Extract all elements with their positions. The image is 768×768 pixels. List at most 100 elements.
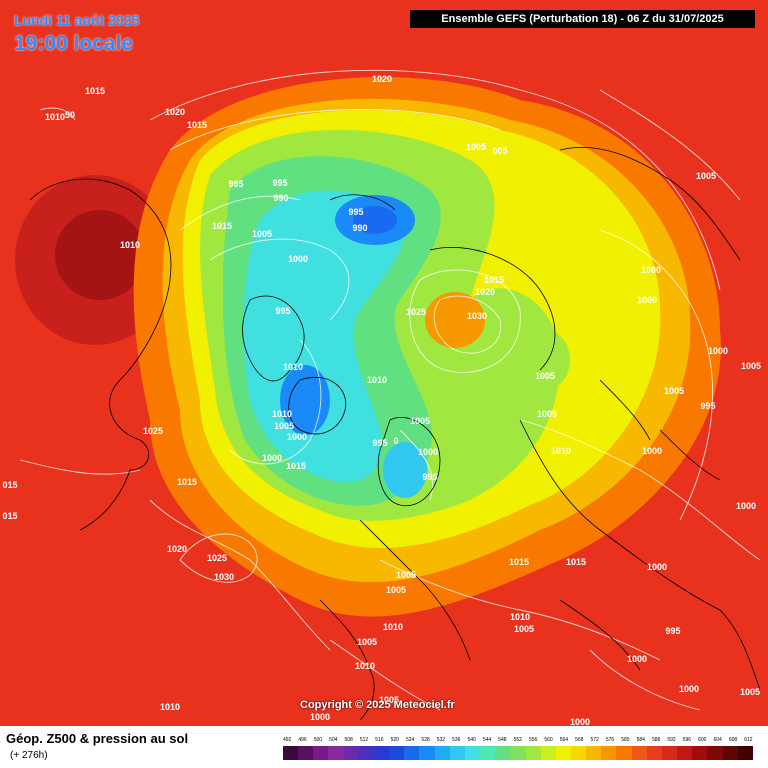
isobar-label: 1010 (383, 622, 403, 632)
isobar-label: 1010 (510, 612, 530, 622)
scale-label: 596 (682, 737, 692, 743)
scale-swatch (464, 746, 481, 760)
isobar-label: 995 (665, 626, 680, 636)
scale-label: 612 (744, 737, 753, 743)
isobar-label: 015 (2, 480, 17, 490)
isobar-label: 015 (2, 511, 17, 521)
scale-label: 576 (605, 737, 615, 743)
isobar-label: 1030 (214, 572, 234, 582)
isobar-label: 995 (228, 179, 243, 189)
isobar-label: 1000 (418, 447, 438, 457)
scale-label: 540 (467, 737, 476, 743)
isobar-label: 995 (275, 306, 290, 316)
isobar-label: 1015 (177, 477, 197, 487)
isobar-label: 1005 (252, 229, 272, 239)
scale-swatch (358, 746, 374, 760)
scale-label: 496 (298, 737, 307, 743)
scale-swatch (692, 746, 708, 760)
isobar-label: 1010 (551, 446, 571, 456)
scale-label: 528 (421, 737, 430, 743)
scale-swatch (737, 746, 753, 760)
isobar-label: 1005 (696, 171, 716, 181)
scale-swatch (343, 746, 359, 760)
high-cell-center (425, 292, 485, 348)
scale-swatch (677, 746, 693, 760)
scale-label: 504 (329, 737, 338, 743)
isobar-label: 1025 (207, 553, 227, 563)
isobar-label: 1030 (467, 311, 487, 321)
scale-swatch (646, 746, 662, 760)
scale-swatch (495, 746, 511, 760)
isobar-label: 1005 (514, 624, 534, 634)
isobar-label: 1000 (647, 562, 667, 572)
isobar-label: 1020 (165, 107, 185, 117)
scale-label: 580 (621, 737, 630, 743)
isobar-label: 1010 (45, 112, 65, 122)
isobar-label: 1000 (642, 446, 662, 456)
isobar-label: 1000 (637, 295, 657, 305)
scale-label: 556 (529, 737, 538, 743)
scale-swatch (661, 746, 678, 760)
isobar-label: 1000 (679, 684, 699, 694)
isobar-label: 0 (393, 436, 398, 446)
scale-label: 568 (575, 737, 584, 743)
isobar-label: 1010 (160, 702, 180, 712)
isobar-label: 1015 (85, 86, 105, 96)
color-scale-labels: 492 496 500 504 508 512 516 520 524 528 532 536 540 5… (283, 737, 753, 745)
low-core-north-inner (353, 206, 397, 234)
scale-swatch (373, 746, 390, 760)
isobar-label: 1000 (736, 501, 756, 511)
scale-swatch (434, 746, 450, 760)
isobar-label: 1015 (212, 221, 232, 231)
isobar-label: 1005 (379, 695, 399, 705)
isobar-lines (19, 69, 761, 711)
low-cell-east (520, 330, 570, 390)
scale-label: 520 (390, 737, 399, 743)
isobar-label: 1005 (537, 409, 557, 419)
scale-label: 600 (698, 737, 707, 743)
scale-swatch (586, 746, 602, 760)
isobar-label: 1005 (396, 570, 416, 580)
valid-date: Lundi 11 août 2025 (14, 12, 140, 28)
isobar-label: 005 (492, 146, 507, 156)
isobar-label: 1015 (566, 557, 586, 567)
scale-label: 532 (436, 737, 446, 743)
isobar-label: 1000 (262, 453, 282, 463)
isobar-label: 1000 (627, 654, 647, 664)
isobar-label: 1005 (466, 142, 486, 152)
low-core-south (383, 442, 427, 498)
isobar-label: 1010 (283, 362, 303, 372)
scale-label: 516 (375, 737, 384, 743)
scale-swatch (540, 746, 556, 760)
isobar-label: 1000 (570, 717, 590, 726)
scale-swatch (601, 746, 617, 760)
isobar-label: 1005 (664, 386, 684, 396)
isobar-label: 1000 (708, 346, 728, 356)
scale-label: 508 (344, 737, 353, 743)
isobar-label: 995 (422, 472, 437, 482)
isobar-label: 1010 (120, 240, 140, 250)
isobar-label: 1020 (475, 287, 495, 297)
coastlines (29, 146, 761, 721)
isobar-label: 1025 (143, 426, 163, 436)
scale-label: 572 (590, 737, 599, 743)
isobar-label: 1000 (641, 265, 661, 275)
scale-swatch (616, 746, 632, 760)
scale-label: 524 (406, 737, 415, 743)
scale-label: 588 (652, 737, 661, 743)
isobar-label: 1015 (187, 120, 207, 130)
isobar-label: 1020 (167, 544, 187, 554)
scale-label: 544 (482, 737, 492, 743)
isobar-label: 1000 (287, 432, 307, 442)
scale-label: 608 (728, 737, 738, 743)
scale-label: 604 (713, 737, 722, 743)
copyright: Copyright © 2025 Meteociel.fr (300, 699, 455, 711)
scale-label: 512 (359, 737, 369, 743)
scale-label: 492 (283, 737, 292, 743)
scale-label: 584 (636, 737, 645, 743)
scale-swatch (722, 746, 738, 760)
isobar-label: 1005 (535, 371, 555, 381)
